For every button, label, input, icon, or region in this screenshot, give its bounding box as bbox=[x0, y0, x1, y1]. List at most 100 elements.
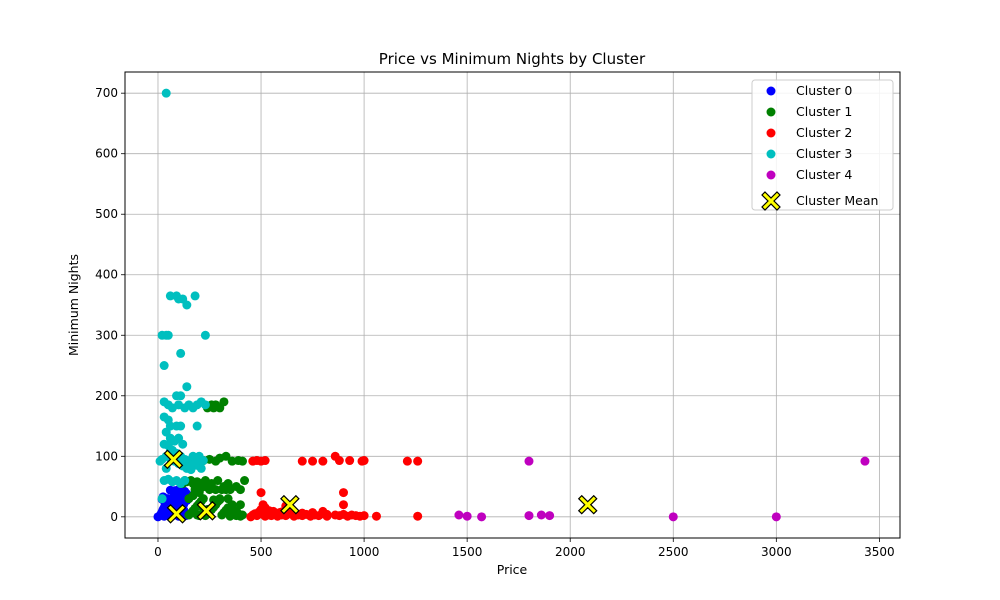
data-point bbox=[223, 479, 233, 489]
x-tick-label: 1000 bbox=[349, 545, 380, 559]
data-point bbox=[176, 391, 186, 401]
data-point bbox=[235, 485, 245, 495]
data-point bbox=[413, 511, 423, 521]
legend-marker bbox=[766, 170, 776, 180]
x-tick-label: 2500 bbox=[658, 545, 689, 559]
data-point bbox=[211, 485, 221, 495]
legend-label: Cluster 0 bbox=[796, 83, 852, 98]
data-point bbox=[338, 500, 348, 510]
series-cluster-3 bbox=[155, 88, 210, 504]
data-point bbox=[157, 454, 167, 464]
data-point bbox=[268, 508, 278, 518]
y-tick-label: 700 bbox=[95, 86, 118, 100]
data-point bbox=[165, 291, 175, 301]
data-point bbox=[524, 456, 534, 466]
data-point bbox=[237, 456, 247, 466]
data-point bbox=[477, 512, 487, 522]
data-point bbox=[308, 508, 318, 518]
y-tick-label: 300 bbox=[95, 328, 118, 342]
data-point bbox=[200, 482, 210, 492]
data-point bbox=[524, 511, 534, 521]
data-point bbox=[188, 451, 198, 461]
x-tick-label: 1500 bbox=[452, 545, 483, 559]
cluster-mean-marker bbox=[577, 494, 598, 515]
data-point bbox=[188, 491, 198, 501]
cluster-means bbox=[163, 449, 598, 524]
data-point bbox=[192, 421, 202, 431]
cluster-mean-marker bbox=[280, 494, 300, 515]
data-point bbox=[178, 486, 188, 496]
data-point bbox=[413, 456, 423, 466]
data-point bbox=[176, 348, 186, 358]
y-tick-label: 600 bbox=[95, 147, 118, 161]
data-point bbox=[176, 421, 186, 431]
data-point bbox=[213, 476, 223, 486]
legend-marker bbox=[761, 191, 781, 211]
data-point bbox=[240, 476, 250, 486]
data-point bbox=[160, 509, 170, 519]
data-point bbox=[256, 488, 266, 498]
data-point bbox=[190, 291, 200, 301]
legend-box bbox=[751, 79, 894, 211]
data-point bbox=[174, 433, 184, 443]
data-point bbox=[334, 456, 344, 466]
legend: Cluster 0 Cluster 1 Cluster 2 Cluster 3 Clus… bbox=[751, 79, 894, 211]
data-point bbox=[182, 382, 192, 392]
data-point bbox=[454, 510, 464, 520]
y-tick-label: 0 bbox=[110, 510, 118, 524]
legend-marker bbox=[766, 149, 776, 159]
legend-label: Cluster Mean bbox=[796, 193, 878, 208]
data-point bbox=[297, 456, 307, 466]
y-tick-label: 400 bbox=[95, 268, 118, 282]
y-axis-title: Minimum Nights bbox=[66, 254, 81, 356]
legend-label: Cluster 4 bbox=[796, 167, 852, 182]
data-point bbox=[318, 456, 328, 466]
chart-title: Price vs Minimum Nights by Cluster bbox=[379, 50, 646, 68]
x-axis-title: Price bbox=[497, 562, 528, 577]
legend-marker bbox=[766, 107, 776, 117]
data-point bbox=[545, 511, 555, 521]
y-tick-label: 500 bbox=[95, 207, 118, 221]
legend-label: Cluster 2 bbox=[796, 125, 852, 140]
legend-label: Cluster 3 bbox=[796, 146, 852, 161]
x-tick-label: 3500 bbox=[864, 545, 895, 559]
data-point bbox=[536, 510, 546, 520]
data-point bbox=[297, 508, 307, 518]
data-point bbox=[163, 330, 173, 340]
data-point bbox=[180, 476, 190, 486]
data-point bbox=[359, 456, 369, 466]
data-point bbox=[198, 456, 208, 466]
data-point bbox=[200, 330, 210, 340]
cluster-mean-marker bbox=[196, 500, 217, 521]
data-point bbox=[371, 511, 381, 521]
data-point bbox=[359, 511, 369, 521]
data-point bbox=[186, 465, 196, 475]
plot-frame bbox=[124, 71, 901, 539]
legend-label: Cluster 1 bbox=[796, 104, 852, 119]
data-point bbox=[260, 456, 270, 466]
data-point bbox=[338, 488, 348, 498]
data-point bbox=[860, 456, 870, 466]
y-tick-label: 200 bbox=[95, 389, 118, 403]
data-point bbox=[161, 88, 171, 98]
legend-marker bbox=[766, 128, 776, 138]
legend-marker bbox=[766, 86, 776, 96]
data-point bbox=[771, 512, 781, 522]
y-tick-label: 100 bbox=[95, 449, 118, 463]
x-tick-label: 3000 bbox=[761, 545, 792, 559]
data-point bbox=[462, 511, 472, 521]
data-point bbox=[402, 456, 412, 466]
data-point bbox=[200, 400, 210, 410]
data-point bbox=[221, 451, 231, 461]
axis-ticks: 0 500 1000 1500 2000 2500 3000 3500 0 100 200 300 40… bbox=[95, 86, 895, 559]
data-point bbox=[235, 500, 245, 510]
data-point bbox=[157, 494, 167, 504]
data-point bbox=[182, 300, 192, 310]
x-tick-label: 2000 bbox=[555, 545, 586, 559]
data-point bbox=[322, 509, 332, 519]
x-tick-label: 0 bbox=[154, 545, 162, 559]
series-cluster-4 bbox=[454, 456, 870, 522]
data-point bbox=[668, 512, 678, 522]
